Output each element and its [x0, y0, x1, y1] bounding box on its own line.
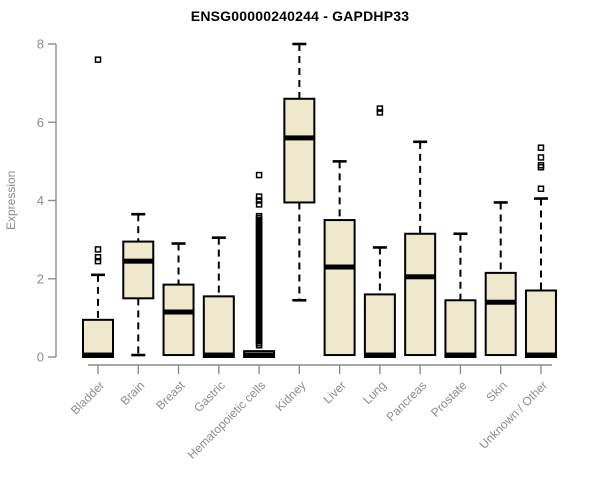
median-line [163, 309, 194, 315]
y-tick-label: 8 [37, 37, 44, 52]
y-tick-label: 2 [37, 271, 44, 286]
median-line [83, 352, 113, 358]
x-tick-label: Bladder [68, 378, 107, 417]
outlier-point [376, 109, 384, 116]
median-line [284, 135, 315, 141]
outlier-point [537, 154, 545, 161]
outlier-point [537, 185, 545, 193]
median-line [405, 274, 436, 280]
outlier-point [94, 56, 102, 63]
box-iqr [444, 299, 477, 358]
box-iqr [404, 232, 437, 357]
x-tick-label: Breast [153, 378, 188, 413]
outlier-point [94, 246, 102, 253]
median-line [203, 352, 234, 358]
y-tick-label: 6 [37, 115, 44, 130]
x-tick-label: Gastric [191, 378, 228, 415]
box-iqr [323, 219, 356, 357]
outlier-point [537, 144, 545, 151]
box-iqr [162, 283, 195, 357]
box-iqr [524, 289, 557, 358]
y-tick-label: 4 [37, 193, 44, 208]
outlier-point [255, 212, 263, 220]
x-tick-label: Liver [320, 378, 348, 406]
box-iqr [122, 240, 155, 300]
median-line [364, 352, 395, 358]
median-line [123, 258, 154, 264]
x-tick-label: Hematopoietic cells [185, 378, 268, 461]
outlier-point [255, 171, 263, 179]
box-iqr [202, 295, 235, 359]
outlier-point [255, 201, 263, 208]
x-tick-label: Skin [483, 378, 509, 404]
box-iqr [484, 271, 517, 357]
median-line [445, 352, 476, 358]
outlier-point [94, 257, 102, 265]
y-tick-label: 0 [37, 350, 44, 365]
outlier-point [537, 162, 545, 169]
outlier-point [94, 253, 102, 261]
x-tick-label: Lung [360, 378, 389, 407]
median-line [244, 352, 275, 358]
outlier-point [376, 105, 384, 112]
x-tick-label: Kidney [273, 378, 309, 414]
box-iqr [363, 293, 396, 358]
box-iqr [82, 318, 114, 358]
x-tick-label: Brain [118, 378, 148, 408]
median-line [525, 352, 556, 358]
outlier-point [255, 193, 263, 200]
median-line [324, 264, 355, 270]
outlier-point [255, 197, 263, 204]
median-line [485, 299, 516, 305]
chart-title: ENSG00000240244 - GAPDHP33 [190, 8, 410, 24]
x-tick-label: Pancreas [384, 378, 430, 424]
x-tick-label: Prostate [428, 378, 470, 420]
y-axis-title: Expression [4, 170, 18, 230]
box-iqr [283, 97, 316, 204]
